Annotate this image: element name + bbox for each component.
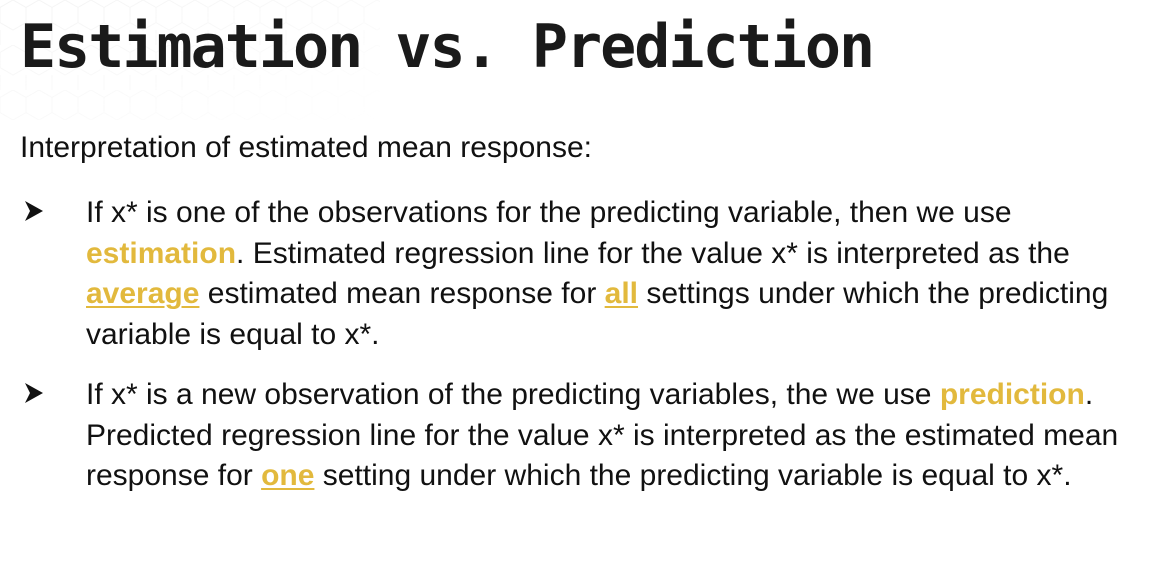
- arrowhead-bullet-icon: [20, 375, 86, 497]
- bullet-text: If x* is a new observation of the predic…: [86, 375, 1126, 497]
- text-segment: If x* is a new observation of the predic…: [86, 378, 940, 411]
- text-segment: If x* is one of the observations for the…: [86, 196, 1012, 229]
- intro-text: Interpretation of estimated mean respons…: [20, 131, 592, 164]
- highlight-all: all: [604, 277, 639, 310]
- bullet-text: If x* is one of the observations for the…: [86, 193, 1126, 355]
- text-segment: . Predicted regression line for the valu…: [86, 378, 1119, 492]
- text-segment: estimated mean response for: [199, 277, 605, 310]
- highlight-estimation: estimation: [86, 236, 237, 270]
- text-segment: . Estimated regression line for the valu…: [236, 236, 1070, 270]
- text-segment: setting under which the predicting varia…: [314, 459, 1072, 492]
- bullet-estimation: If x* is one of the observations for the…: [20, 193, 1150, 355]
- highlight-prediction: prediction: [939, 378, 1085, 411]
- highlight-average: average: [86, 277, 200, 310]
- bullet-prediction: If x* is a new observation of the predic…: [20, 375, 1150, 497]
- slide-title: Estimation vs. Prediction: [20, 12, 875, 82]
- highlight-one: one: [261, 459, 315, 492]
- text-segment: settings under which the predicting vari…: [86, 277, 1109, 351]
- arrowhead-bullet-icon: [20, 193, 86, 355]
- hexagon-pattern-decoration: [0, 0, 380, 120]
